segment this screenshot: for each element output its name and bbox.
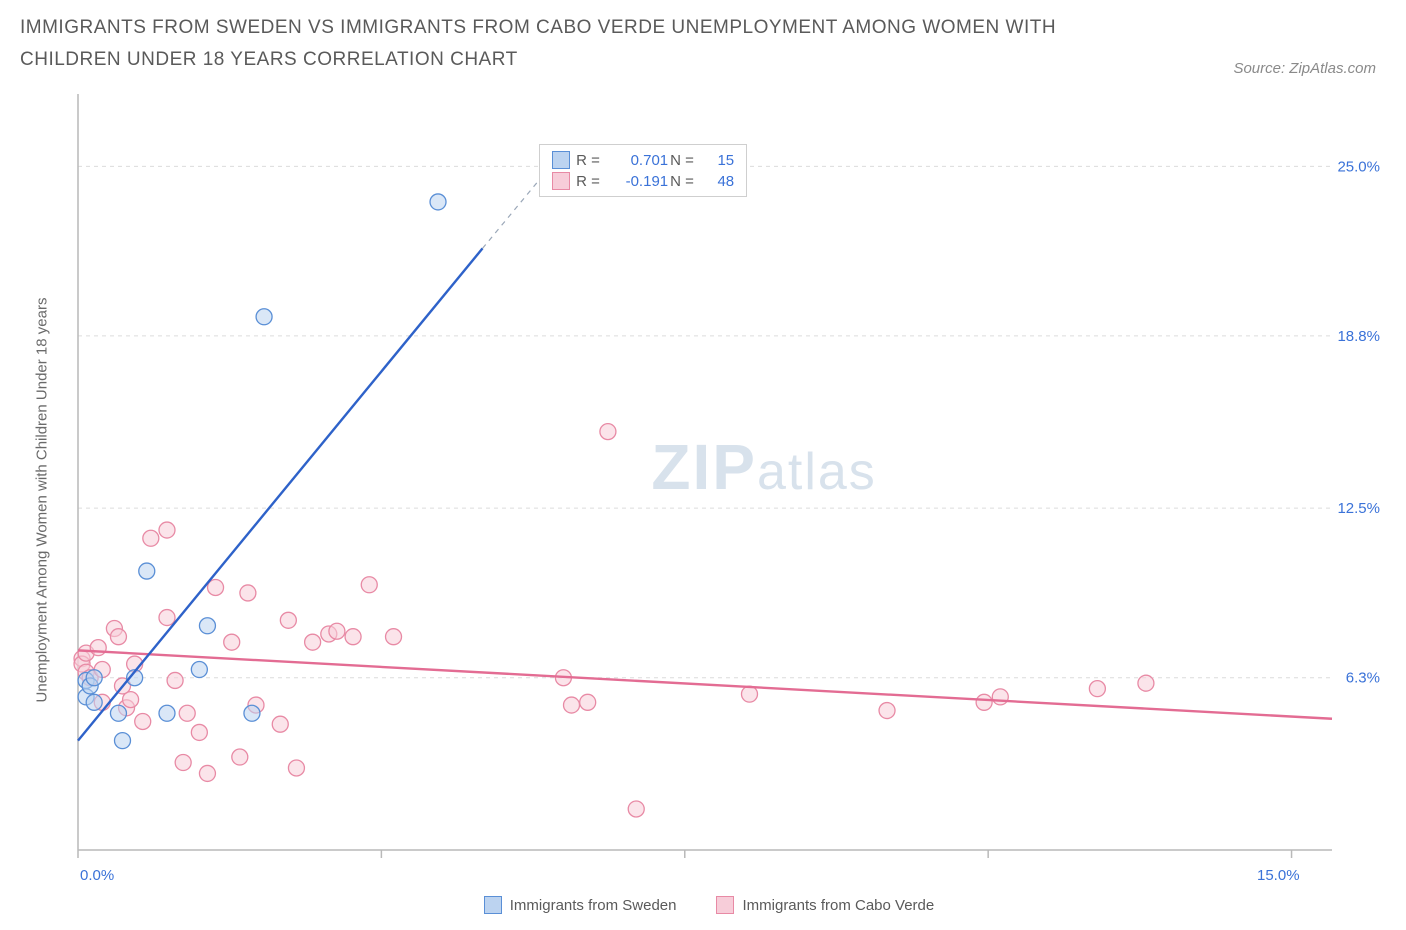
svg-text:0.0%: 0.0% <box>80 867 114 884</box>
correlation-stats-box: R = 0.701 N = 15 R = -0.191 N = 48 <box>539 144 747 197</box>
stat-r-label-a: R = <box>576 152 604 169</box>
legend-item-sweden: Immigrants from Sweden <box>484 896 677 914</box>
svg-text:15.0%: 15.0% <box>1257 867 1300 884</box>
stat-n-label-b: N = <box>670 173 698 190</box>
chart-title: IMMIGRANTS FROM SWEDEN VS IMMIGRANTS FRO… <box>20 12 1120 77</box>
stat-r-value-b: -0.191 <box>606 173 668 190</box>
source-label: Source: ZipAtlas.com <box>1233 60 1386 77</box>
legend-label-sweden: Immigrants from Sweden <box>510 897 677 914</box>
swatch-caboverde-icon <box>552 172 570 190</box>
y-axis-label: Unemployment Among Women with Children U… <box>34 298 51 703</box>
stat-r-label-b: R = <box>576 173 604 190</box>
chart-area: Unemployment Among Women with Children U… <box>20 88 1398 912</box>
swatch-sweden-icon <box>552 151 570 169</box>
svg-text:18.8%: 18.8% <box>1337 328 1380 345</box>
legend-label-caboverde: Immigrants from Cabo Verde <box>742 897 934 914</box>
legend-item-caboverde: Immigrants from Cabo Verde <box>716 896 934 914</box>
stat-n-value-b: 48 <box>700 173 734 190</box>
stat-r-value-a: 0.701 <box>606 152 668 169</box>
stat-n-value-a: 15 <box>700 152 734 169</box>
chart-header: IMMIGRANTS FROM SWEDEN VS IMMIGRANTS FRO… <box>0 0 1406 81</box>
stat-n-label-a: N = <box>670 152 698 169</box>
svg-text:25.0%: 25.0% <box>1337 158 1380 175</box>
legend-swatch-sweden-icon <box>484 896 502 914</box>
svg-text:12.5%: 12.5% <box>1337 500 1380 517</box>
svg-text:6.3%: 6.3% <box>1346 670 1380 687</box>
legend: Immigrants from Sweden Immigrants from C… <box>20 896 1398 914</box>
scatter-chart: 6.3% 12.5% 18.8% 25.0% 0.0% 15.0% <box>20 88 1398 912</box>
legend-swatch-caboverde-icon <box>716 896 734 914</box>
